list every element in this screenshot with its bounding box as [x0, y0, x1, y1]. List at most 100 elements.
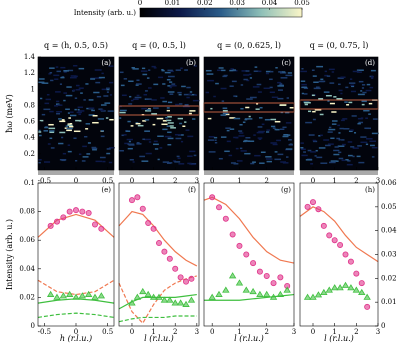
heatmap-pixel — [258, 138, 262, 140]
heatmap-pixel — [338, 83, 341, 86]
heatmap-pixel — [120, 84, 125, 87]
heatmap-pixel — [75, 119, 81, 122]
x-tick-label: -0.5 — [38, 328, 52, 336]
heatmap-pixel — [67, 112, 70, 114]
data-point — [347, 258, 354, 265]
instrument-mask — [119, 170, 199, 175]
heatmap-pixel — [190, 163, 196, 166]
heatmap-pixel — [222, 107, 228, 109]
data-point — [183, 278, 190, 285]
heatmap-pixel — [222, 75, 227, 78]
heatmap-pixel — [346, 163, 353, 166]
data-point — [325, 286, 333, 293]
heatmap-pixel — [130, 125, 134, 127]
data-point — [98, 225, 105, 232]
heatmap-pixel — [348, 154, 353, 157]
x-tick-label: 0 — [311, 177, 315, 185]
heatmap-pixel — [106, 88, 110, 91]
heatmap-pixel — [177, 117, 183, 120]
heatmap-pixel — [65, 125, 69, 127]
heatmap-pixel — [161, 123, 168, 126]
heatmap-pixel — [265, 131, 270, 133]
heatmap-pixel — [261, 123, 265, 126]
heatmap-pixel — [66, 124, 73, 127]
heatmap-pixel — [180, 67, 183, 70]
heatmap-pixel — [301, 86, 308, 89]
heatmap-pixel — [337, 124, 341, 127]
plot-frame — [203, 182, 295, 327]
heatmap-pixel — [347, 160, 351, 162]
panel-label: (b) — [186, 59, 196, 67]
model-curve — [37, 279, 115, 296]
heatmap-pixel — [256, 131, 264, 134]
heatmap-pixel — [162, 128, 168, 131]
heatmap-pixel — [210, 107, 213, 110]
heatmap-pixel — [166, 107, 170, 109]
data-point — [176, 299, 185, 306]
model-curve — [118, 315, 197, 323]
heatmap-pixel — [266, 129, 271, 131]
heatmap-pixel — [162, 161, 170, 163]
heatmap-pixel — [69, 111, 74, 113]
heatmap-pixel — [80, 92, 83, 94]
panel-label: (e) — [101, 186, 111, 194]
heatmap-pixel — [140, 70, 148, 72]
heatmap-pixel — [272, 143, 278, 146]
heatmap-pixel — [134, 96, 142, 99]
heatmap-pixel — [76, 111, 82, 114]
y-tick-label: 0.2 — [24, 150, 35, 158]
heatmap-pixel — [320, 134, 323, 137]
heatmap-pixel — [252, 161, 256, 163]
heatmap-pixel — [342, 118, 348, 120]
heatmap-pixel — [287, 139, 292, 141]
data-point — [54, 218, 61, 225]
heatmap-pixel — [282, 162, 289, 164]
colorbar-tick-label: 0.02 — [197, 0, 213, 7]
heatmap-pixel — [277, 153, 284, 156]
heatmap-pixel — [207, 79, 214, 82]
data-point — [208, 293, 216, 300]
data-point — [187, 296, 196, 303]
data-point — [283, 286, 291, 293]
heatmap-pixel — [63, 92, 67, 94]
heatmap-pixel — [360, 90, 363, 92]
heatmap-pixel — [274, 120, 281, 123]
heatmap-pixel — [97, 118, 105, 120]
x-tick-label: 2 — [354, 328, 358, 336]
heatmap-pixel — [242, 121, 246, 124]
heatmap-pixel — [108, 147, 115, 149]
heatmap-pixel — [169, 125, 174, 127]
heatmap-pixel — [270, 70, 274, 73]
heatmap-pixel — [238, 130, 243, 132]
heatmap-pixel — [50, 147, 55, 149]
heatmap-pixel — [336, 98, 343, 100]
heatmap-pixel — [170, 84, 177, 87]
heatmap-pixel — [276, 128, 280, 131]
x-tick-label: 2 — [173, 328, 177, 336]
heatmap-pixel — [328, 128, 336, 131]
x-tick-label: 0.5 — [102, 177, 113, 185]
heatmap-pixel — [174, 133, 182, 136]
heatmap-pixel — [323, 91, 330, 93]
heatmap-pixel — [354, 132, 357, 134]
y-tick-label: 0.03 — [381, 251, 397, 259]
heatmap-pixel — [320, 78, 324, 81]
heatmap-pixel — [316, 65, 324, 68]
heatmap-pixel — [279, 128, 285, 130]
heatmap-pixel — [310, 163, 314, 165]
heatmap-pixel — [151, 99, 157, 101]
heatmap-pixel — [142, 138, 145, 141]
y-tick-label: 0.6 — [24, 118, 36, 126]
heatmap-pixel — [167, 85, 173, 87]
heatmap-pixel — [98, 76, 105, 79]
heatmap-pixel — [65, 94, 73, 97]
heatmap-pixel — [164, 71, 171, 74]
heatmap-pixel — [260, 151, 266, 154]
heatmap-pixel — [265, 156, 272, 158]
heatmap-pixel — [366, 83, 371, 86]
heatmap-pixel — [81, 160, 86, 162]
heatmap-pixel — [329, 102, 335, 105]
heatmap-pixel — [347, 141, 353, 143]
data-point — [236, 242, 243, 249]
heatmap-pixel — [341, 159, 346, 162]
